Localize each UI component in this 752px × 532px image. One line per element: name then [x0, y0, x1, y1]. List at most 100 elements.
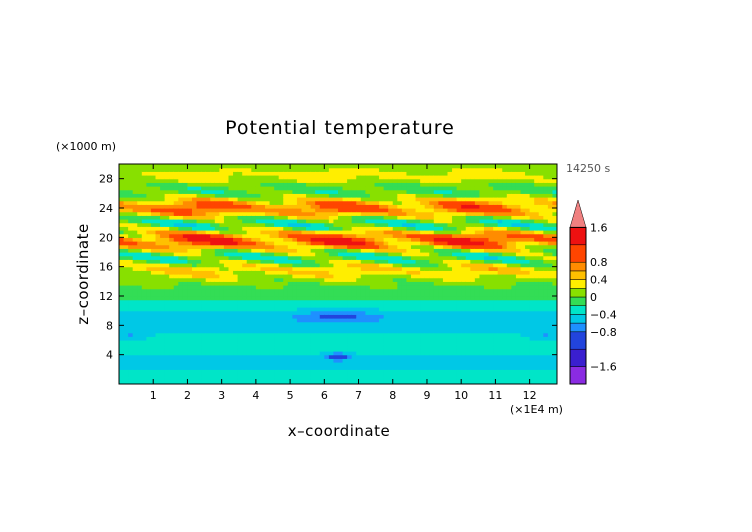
heatmap-cell [219, 362, 225, 367]
heatmap-cell [242, 263, 248, 268]
heatmap-cell [278, 307, 284, 312]
heatmap-cell [420, 270, 426, 275]
heatmap-cell [401, 200, 408, 205]
heatmap-cell [137, 233, 143, 238]
heatmap-cell [169, 369, 175, 374]
heatmap-cell [219, 233, 225, 238]
heatmap-cell [369, 237, 376, 242]
heatmap-cell [369, 288, 376, 293]
heatmap-cell [420, 362, 426, 367]
heatmap-cell [287, 354, 293, 359]
heatmap-cell [479, 347, 485, 352]
heatmap-cell [187, 215, 193, 220]
heatmap-cell [233, 277, 239, 282]
heatmap-cell [160, 376, 166, 381]
heatmap-cell [470, 189, 476, 194]
heatmap-cell [269, 325, 275, 330]
heatmap-cell [219, 347, 225, 352]
heatmap-cell [155, 200, 161, 205]
heatmap-cell [205, 285, 211, 290]
heatmap-cell [146, 167, 152, 172]
heatmap-cell [470, 321, 476, 326]
heatmap-cell [141, 266, 147, 271]
heatmap-cell [415, 204, 421, 209]
heatmap-cell [319, 263, 325, 268]
heatmap-cell [365, 197, 371, 202]
heatmap-cell [360, 255, 366, 260]
heatmap-cell [260, 314, 266, 319]
heatmap-cell [128, 307, 134, 312]
heatmap-cell [474, 329, 481, 334]
heatmap-cell [306, 215, 312, 220]
heatmap-cell [397, 288, 403, 293]
heatmap-cell [292, 299, 298, 304]
heatmap-cell [447, 204, 453, 209]
heatmap-cell [201, 226, 207, 231]
heatmap-cell [379, 252, 385, 257]
heatmap-cell [196, 310, 202, 315]
heatmap-cell [169, 200, 175, 205]
heatmap-cell [360, 310, 366, 315]
heatmap-cell [274, 259, 280, 264]
heatmap-cell [283, 197, 289, 202]
heatmap-cell [137, 296, 143, 301]
heatmap-cell [383, 288, 389, 293]
heatmap-cell [347, 270, 353, 275]
heatmap-cell [246, 197, 252, 202]
heatmap-cell [219, 288, 225, 293]
heatmap-cell [265, 270, 271, 275]
heatmap-cell [433, 274, 439, 279]
heatmap-cell [388, 189, 394, 194]
heatmap-cell [214, 208, 220, 213]
heatmap-cell [128, 369, 134, 374]
heatmap-cell [333, 307, 339, 312]
heatmap-cell [219, 255, 225, 260]
heatmap-cell [173, 200, 179, 205]
heatmap-cell [123, 197, 129, 202]
heatmap-cell [415, 178, 421, 183]
heatmap-cell [182, 186, 189, 191]
heatmap-cell [411, 354, 417, 359]
heatmap-cell [228, 186, 234, 191]
heatmap-cell [301, 167, 307, 172]
heatmap-cell [274, 314, 280, 319]
heatmap-cell [415, 281, 421, 286]
heatmap-cell [278, 325, 284, 330]
heatmap-cell [160, 241, 166, 246]
heatmap-cell [397, 266, 403, 271]
heatmap-cell [119, 182, 125, 187]
heatmap-cell [392, 164, 398, 169]
heatmap-cell [401, 237, 408, 242]
heatmap-cell [178, 241, 184, 246]
heatmap-cell [196, 369, 202, 374]
heatmap-cell [493, 303, 499, 308]
heatmap-cell [137, 340, 143, 345]
heatmap-cell [242, 354, 248, 359]
heatmap-cell [233, 270, 239, 275]
heatmap-cell [397, 200, 403, 205]
heatmap-cell [379, 354, 385, 359]
heatmap-cell [351, 314, 357, 319]
heatmap-cell [169, 259, 175, 264]
heatmap-cell [301, 263, 307, 268]
heatmap-cell [182, 211, 189, 216]
heatmap-cell [192, 233, 198, 238]
heatmap-cell [128, 373, 134, 378]
heatmap-cell [119, 219, 125, 224]
heatmap-cell [310, 211, 316, 216]
heatmap-cell [182, 347, 189, 352]
heatmap-cell [205, 274, 211, 279]
heatmap-cell [205, 263, 211, 268]
heatmap-cell [319, 321, 325, 326]
heatmap-cell [292, 178, 298, 183]
heatmap-cell [415, 277, 421, 282]
heatmap-cell [420, 299, 426, 304]
heatmap-cell [228, 200, 234, 205]
heatmap-cell [201, 197, 207, 202]
heatmap-cell [497, 369, 503, 374]
heatmap-cell [374, 310, 380, 315]
heatmap-cell [306, 285, 312, 290]
heatmap-cell [182, 226, 189, 231]
heatmap-cell [415, 255, 421, 260]
heatmap-cell [228, 230, 234, 235]
